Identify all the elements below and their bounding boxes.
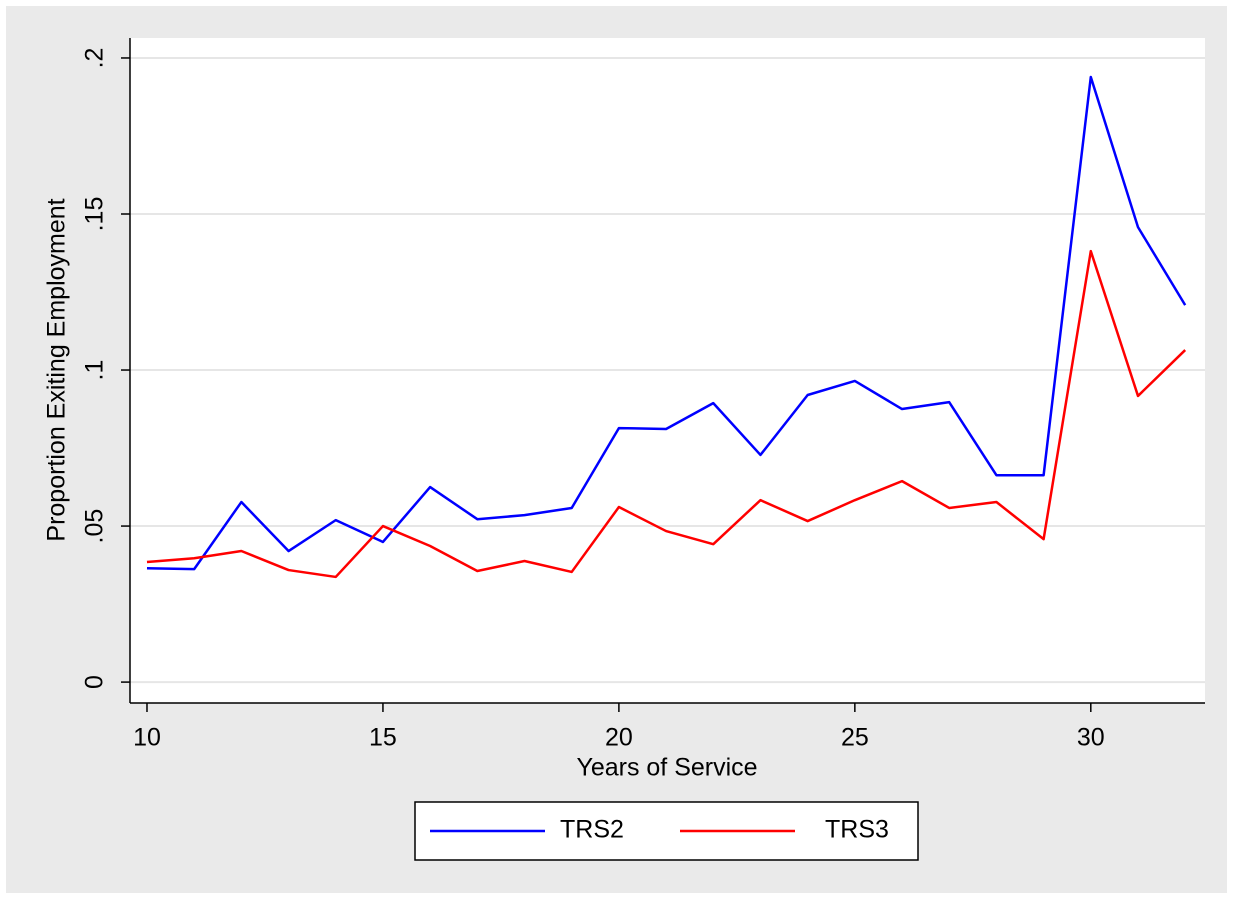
x-tick-label: 25 (841, 724, 869, 752)
legend-label: TRS3 (825, 816, 889, 844)
series-line (146, 249, 1187, 579)
legend-label: TRS2 (560, 816, 624, 844)
y-tick-label: .1 (81, 360, 109, 381)
y-tick-label: .2 (81, 48, 109, 69)
x-tick-label: 30 (1077, 724, 1105, 752)
y-tick-label: .05 (81, 509, 109, 544)
x-tick-label: 10 (133, 724, 161, 752)
x-axis-title: Years of Service (576, 754, 757, 782)
x-tick-label: 15 (369, 724, 397, 752)
y-tick-label: 0 (81, 675, 109, 689)
y-axis-title: Proportion Exiting Employment (43, 198, 71, 541)
y-tick-label: .15 (81, 197, 109, 232)
x-tick-label: 20 (605, 724, 633, 752)
series-line (146, 75, 1187, 571)
